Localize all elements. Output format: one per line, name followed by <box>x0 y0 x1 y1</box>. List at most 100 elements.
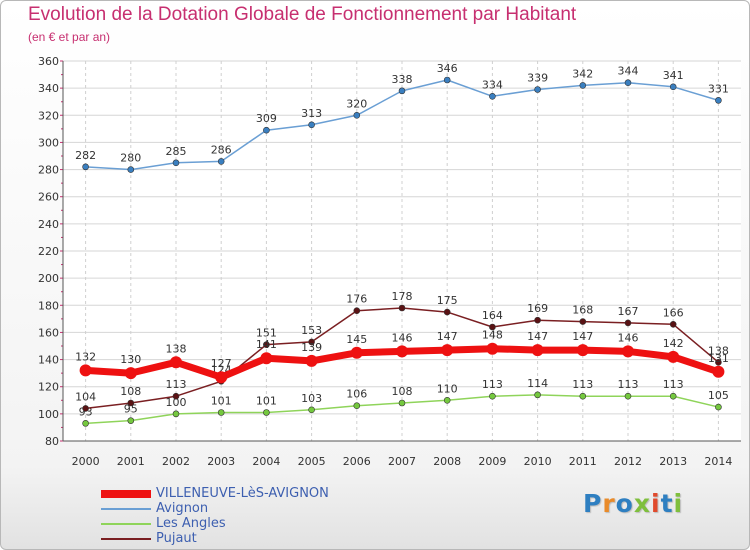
legend-label-pujaut: Pujaut <box>156 531 197 546</box>
chart-legend: VILLENEUVE-LèS-AVIGNON Avignon Les Angle… <box>101 486 431 547</box>
data-label-pujaut: 104 <box>75 390 96 403</box>
x-tick-label: 2011 <box>569 455 597 468</box>
data-label-les-angles: 113 <box>572 378 593 391</box>
data-label-les-angles: 113 <box>618 378 639 391</box>
legend-label-avignon: Avignon <box>156 501 209 516</box>
data-point-pujaut <box>172 392 180 400</box>
y-tick-label: 300 <box>38 136 59 149</box>
data-label-villeneuve-l-s-avignon: 139 <box>301 341 322 354</box>
legend-item-villeneuve: VILLENEUVE-LèS-AVIGNON <box>101 486 431 502</box>
data-label-avignon: 320 <box>346 97 367 110</box>
legend-item-avignon: Avignon <box>101 501 431 517</box>
y-tick-label: 220 <box>38 245 59 258</box>
x-tick-label: 2013 <box>659 455 687 468</box>
data-point-pujaut <box>127 399 135 407</box>
x-tick-label: 2000 <box>72 455 100 468</box>
data-point-avignon <box>217 158 225 165</box>
data-point-avignon <box>489 92 496 100</box>
data-point-avignon <box>353 111 361 119</box>
y-tick-label: 360 <box>38 55 59 68</box>
data-point-avignon <box>172 159 180 167</box>
data-label-avignon: 346 <box>437 62 458 75</box>
x-tick-label: 2010 <box>524 455 552 468</box>
data-point-avignon <box>624 79 632 87</box>
data-point-villeneuve-l-s-avignon <box>622 345 634 358</box>
data-point-les-angles <box>489 392 496 400</box>
data-point-villeneuve-l-s-avignon <box>396 345 408 358</box>
data-label-villeneuve-l-s-avignon: 132 <box>75 350 96 363</box>
data-point-pujaut <box>308 338 315 346</box>
data-label-pujaut: 169 <box>527 302 548 315</box>
data-label-pujaut: 113 <box>166 378 187 391</box>
data-point-avignon <box>579 82 587 89</box>
data-label-villeneuve-l-s-avignon: 142 <box>663 337 684 350</box>
data-point-pujaut <box>489 323 496 331</box>
x-tick-label: 2001 <box>117 455 145 468</box>
data-label-avignon: 282 <box>75 149 96 162</box>
data-label-villeneuve-l-s-avignon: 146 <box>392 331 413 344</box>
data-label-avignon: 342 <box>572 67 593 80</box>
data-label-avignon: 285 <box>166 145 187 158</box>
data-point-avignon <box>398 87 406 95</box>
data-point-les-angles <box>308 406 315 414</box>
data-point-les-angles <box>715 403 722 411</box>
data-point-avignon <box>669 83 677 91</box>
data-label-les-angles: 105 <box>708 389 729 402</box>
x-tick-label: 2003 <box>207 455 235 468</box>
data-point-villeneuve-l-s-avignon <box>79 364 92 377</box>
y-tick-label: 280 <box>38 164 59 177</box>
data-label-avignon: 344 <box>618 65 639 78</box>
data-label-les-angles: 114 <box>527 377 548 390</box>
legend-swatch-avignon <box>101 508 151 510</box>
data-point-les-angles <box>398 399 406 407</box>
logo-letter: x <box>633 489 651 518</box>
data-point-villeneuve-l-s-avignon <box>576 344 589 357</box>
y-tick-label: 140 <box>38 354 59 367</box>
data-label-villeneuve-l-s-avignon: 147 <box>527 330 548 343</box>
y-tick-label: 260 <box>38 191 59 204</box>
data-label-les-angles: 103 <box>301 392 322 405</box>
data-point-les-angles <box>263 409 270 416</box>
x-tick-label: 2006 <box>343 455 371 468</box>
data-point-avignon <box>443 76 451 84</box>
data-label-villeneuve-l-s-avignon: 145 <box>346 333 367 346</box>
data-label-pujaut: 178 <box>392 290 413 303</box>
data-point-les-angles <box>669 392 677 400</box>
data-point-les-angles <box>127 417 135 424</box>
data-label-villeneuve-l-s-avignon: 131 <box>708 352 729 365</box>
logo-letter: P <box>583 489 603 518</box>
data-label-pujaut: 164 <box>482 309 503 322</box>
legend-swatch-villeneuve <box>101 490 151 498</box>
data-point-pujaut <box>353 307 361 315</box>
data-label-avignon: 338 <box>392 73 413 86</box>
data-point-pujaut <box>624 319 632 327</box>
legend-label-les-angles: Les Angles <box>156 516 226 531</box>
data-label-les-angles: 113 <box>663 378 684 391</box>
data-label-villeneuve-l-s-avignon: 127 <box>211 357 232 370</box>
y-tick-label: 80 <box>45 435 59 448</box>
y-tick-label: 180 <box>38 299 59 312</box>
data-label-pujaut: 138 <box>708 344 729 357</box>
data-label-villeneuve-l-s-avignon: 138 <box>166 342 187 355</box>
legend-item-pujaut: Pujaut <box>101 531 431 547</box>
data-point-pujaut <box>82 405 89 412</box>
data-label-les-angles: 110 <box>437 382 458 395</box>
proxiti-logo: Proxiti <box>583 489 683 518</box>
data-point-les-angles <box>82 420 89 427</box>
data-point-avignon <box>82 163 89 171</box>
data-label-avignon: 309 <box>256 112 277 125</box>
data-label-pujaut: 166 <box>663 306 684 319</box>
data-point-villeneuve-l-s-avignon <box>350 346 363 359</box>
y-tick-label: 120 <box>38 381 59 394</box>
data-label-avignon: 280 <box>120 152 141 165</box>
x-tick-label: 2002 <box>162 455 190 468</box>
y-tick-label: 320 <box>38 109 59 122</box>
y-tick-label: 340 <box>38 82 59 95</box>
data-point-les-angles <box>217 409 225 416</box>
logo-letter: r <box>602 489 616 518</box>
data-point-villeneuve-l-s-avignon <box>170 356 182 369</box>
data-label-les-angles: 113 <box>482 378 503 391</box>
data-point-les-angles <box>353 402 361 410</box>
